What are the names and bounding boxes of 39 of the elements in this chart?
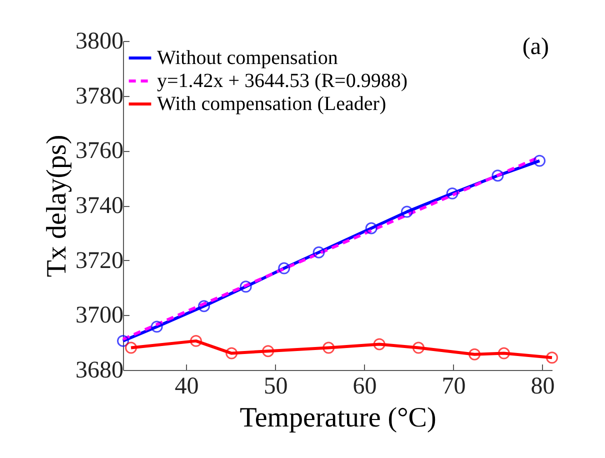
point bbox=[226, 347, 238, 360]
x-axis-title: Temperature (°C) bbox=[240, 402, 436, 434]
x-tick-label: 40 bbox=[174, 374, 199, 400]
y-axis-title: Tx delay(ps) bbox=[42, 134, 72, 278]
point bbox=[262, 345, 274, 358]
legend-label: y=1.42x + 3644.53 (R=0.9988) bbox=[157, 70, 408, 92]
point bbox=[400, 206, 413, 218]
point bbox=[190, 334, 202, 347]
y-tick-label: 3760 bbox=[76, 138, 124, 164]
point bbox=[278, 262, 290, 274]
point bbox=[412, 342, 424, 354]
x-tick-label: 50 bbox=[264, 374, 288, 400]
point bbox=[312, 246, 325, 258]
x-tick-label: 70 bbox=[442, 374, 466, 400]
point bbox=[198, 300, 210, 312]
point bbox=[240, 280, 252, 293]
point bbox=[322, 342, 335, 354]
y-tick-label: 3800 bbox=[76, 28, 124, 54]
point bbox=[373, 338, 386, 350]
point bbox=[534, 154, 546, 167]
point bbox=[117, 334, 129, 347]
annotation: (a) bbox=[522, 34, 549, 60]
point bbox=[150, 320, 163, 333]
point bbox=[125, 342, 138, 354]
legend-label: With compensation (Leader) bbox=[157, 93, 386, 115]
x-tick-label: 60 bbox=[352, 374, 377, 400]
x-tick-label: 80 bbox=[530, 374, 555, 400]
legend-label: Without compensation bbox=[157, 47, 338, 69]
point bbox=[365, 222, 378, 234]
y-tick-label: 3740 bbox=[76, 193, 124, 219]
point bbox=[546, 352, 558, 364]
point bbox=[446, 187, 458, 200]
y-tick-label: 3720 bbox=[76, 248, 124, 274]
point bbox=[498, 347, 510, 360]
y-tick-label: 3780 bbox=[76, 83, 124, 110]
y-tick-label: 3680 bbox=[76, 358, 124, 384]
point bbox=[492, 170, 504, 182]
point bbox=[468, 348, 481, 360]
y-tick-label: 3700 bbox=[76, 302, 124, 329]
